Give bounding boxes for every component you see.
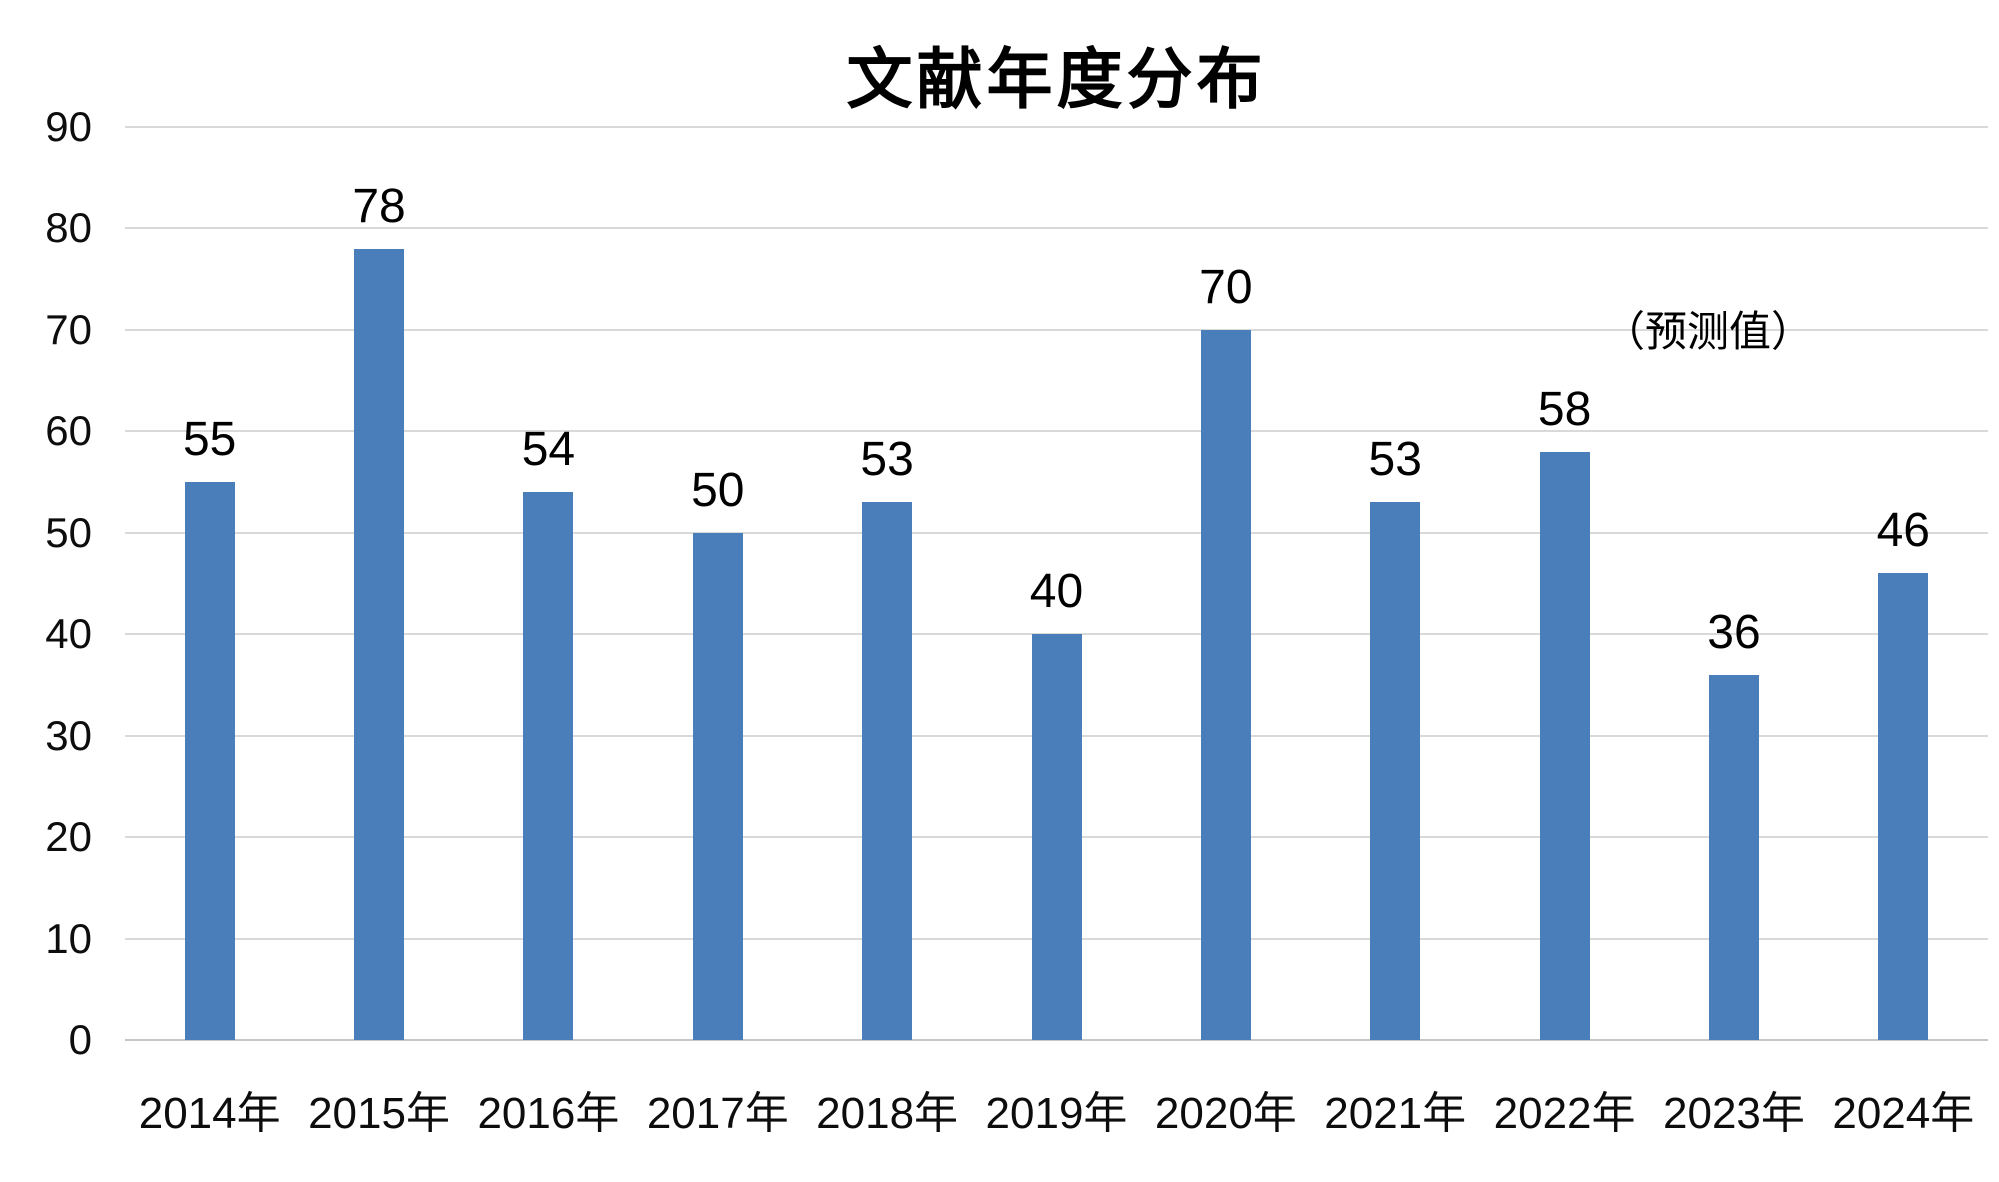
forecast-annotation: （预测值） bbox=[1602, 310, 1813, 356]
bar-2021年 bbox=[1370, 502, 1421, 1040]
bar-2018年 bbox=[862, 502, 913, 1040]
y-tick-label-40: 40 bbox=[45, 610, 92, 658]
y-tick-label-20: 20 bbox=[45, 813, 92, 861]
bar-value-label-2024年: 46 bbox=[1876, 504, 1930, 558]
x-tick-label-2023年: 2023年 bbox=[1663, 1089, 1805, 1138]
y-tick-label-90: 90 bbox=[45, 103, 92, 150]
bar-2023年 bbox=[1708, 674, 1759, 1040]
x-tick-label-2022年: 2022年 bbox=[1493, 1089, 1636, 1138]
x-tick-label-2017年: 2017年 bbox=[646, 1089, 789, 1138]
bar-value-label-2017年: 50 bbox=[691, 463, 745, 517]
y-tick-label-60: 60 bbox=[45, 407, 92, 455]
bar-value-label-2021年: 53 bbox=[1368, 433, 1422, 487]
x-tick-label-2014年: 2014年 bbox=[138, 1089, 281, 1138]
x-tick-label-2016年: 2016年 bbox=[477, 1089, 620, 1138]
bar-value-label-2014年: 55 bbox=[182, 413, 237, 467]
bar-2016年 bbox=[523, 492, 574, 1040]
bar-value-label-2016年: 54 bbox=[521, 423, 576, 477]
x-tick-label-2015年: 2015年 bbox=[308, 1089, 450, 1138]
bar-value-label-2022年: 58 bbox=[1537, 382, 1592, 436]
y-tick-label-30: 30 bbox=[45, 711, 92, 759]
y-tick-label-0: 0 bbox=[68, 1016, 92, 1063]
plot-area: 55 78 54 50 53 40 70 53 58 36 46 bbox=[125, 126, 1988, 1041]
bar-value-label-2023年: 36 bbox=[1707, 605, 1761, 659]
gridline-60 bbox=[125, 430, 1988, 433]
gridline-90 bbox=[125, 126, 1988, 128]
bar-2019年 bbox=[1031, 634, 1082, 1040]
y-tick-label-10: 10 bbox=[45, 914, 92, 962]
y-tick-label-70: 70 bbox=[45, 305, 92, 353]
bar-value-label-2015年: 78 bbox=[352, 179, 406, 233]
bar-2014年 bbox=[184, 482, 235, 1040]
y-tick-label-80: 80 bbox=[45, 204, 92, 252]
y-axis: 0 10 20 30 40 50 60 70 80 90 bbox=[0, 106, 92, 1061]
gridline-0 bbox=[125, 1039, 1988, 1041]
gridline-70 bbox=[125, 328, 1988, 331]
x-tick-label-2019年: 2019年 bbox=[985, 1089, 1128, 1138]
bar-value-label-2020年: 70 bbox=[1199, 260, 1253, 314]
bar-value-label-2019年: 40 bbox=[1029, 565, 1084, 619]
x-tick-label-2021年: 2021年 bbox=[1324, 1089, 1467, 1138]
bar-value-label-2018年: 53 bbox=[860, 433, 914, 487]
chart-title: 文献年度分布 bbox=[846, 44, 1267, 117]
y-tick-label-50: 50 bbox=[45, 508, 92, 556]
bar-2024年 bbox=[1878, 573, 1929, 1040]
x-tick-label-2020年: 2020年 bbox=[1154, 1089, 1297, 1138]
gridline-50 bbox=[125, 531, 1988, 534]
bar-2020年 bbox=[1200, 329, 1251, 1040]
x-tick-label-2024年: 2024年 bbox=[1832, 1089, 1975, 1138]
bar-2015年 bbox=[354, 248, 405, 1040]
x-axis: 2014年 2015年 2016年 2017年 2018年 2019年 2020年 2021年… bbox=[125, 1082, 1988, 1152]
bar-2017年 bbox=[692, 532, 743, 1040]
bar-2022年 bbox=[1539, 451, 1590, 1040]
x-tick-label-2018年: 2018年 bbox=[816, 1089, 959, 1138]
gridline-80 bbox=[125, 227, 1988, 230]
